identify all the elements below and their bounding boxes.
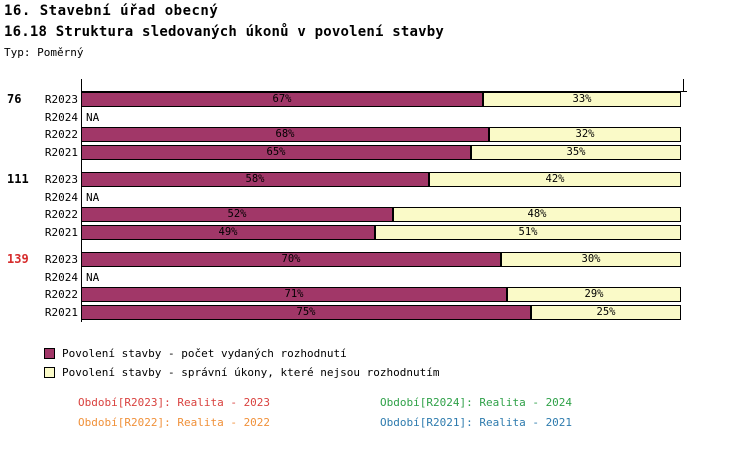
legend-label-non-decisions: Povolení stavby - správní úkony, které n… bbox=[62, 366, 440, 379]
page-subtitle: 16.18 Struktura sledovaných úkonů v povo… bbox=[4, 24, 445, 40]
legend-swatch-non-decisions bbox=[44, 367, 55, 378]
bar-segment-decisions: 58% bbox=[81, 172, 429, 187]
group-count-label: 111 bbox=[7, 172, 29, 186]
period-footnote-3: Období[R2022]: Realita - 2022 bbox=[78, 416, 271, 429]
type-label: Typ: Poměrný bbox=[4, 46, 84, 59]
group-count-label: 76 bbox=[7, 92, 22, 106]
bar-segment-non-decisions: 35% bbox=[471, 144, 681, 160]
row-label-r2023: R2023 bbox=[44, 253, 78, 266]
bar-segment-decisions: 65% bbox=[81, 144, 471, 160]
bar-segment-non-decisions: 29% bbox=[507, 287, 681, 302]
group-count-label: 139 bbox=[7, 252, 29, 266]
bar-value-decisions: 75% bbox=[296, 305, 316, 318]
row-label-r2023: R2023 bbox=[44, 93, 78, 106]
bar-value-decisions: 65% bbox=[266, 145, 286, 158]
bar-segment-non-decisions: 32% bbox=[489, 127, 681, 142]
row-label-r2022: R2022 bbox=[44, 208, 78, 221]
bar-segment-non-decisions: 25% bbox=[531, 304, 681, 320]
period-footnote-1: Období[R2023]: Realita - 2023 bbox=[78, 396, 271, 409]
bar-value-decisions: 52% bbox=[227, 208, 247, 220]
bar-segment-non-decisions: 51% bbox=[375, 224, 681, 240]
bar-value-decisions: 67% bbox=[272, 93, 292, 105]
row-label-r2021: R2021 bbox=[44, 225, 78, 239]
bar-value-non-decisions: 51% bbox=[518, 225, 538, 238]
na-value: NA bbox=[86, 110, 100, 124]
bar-segment-decisions: 70% bbox=[81, 252, 501, 267]
period-footnote-4: Období[R2021]: Realita - 2021 bbox=[380, 416, 573, 429]
row-label-r2022: R2022 bbox=[44, 288, 78, 301]
x-axis-tick-100 bbox=[683, 79, 684, 91]
y-axis-line bbox=[81, 79, 82, 322]
legend-label-decisions: Povolení stavby - počet vydaných rozhodn… bbox=[62, 347, 347, 360]
bar-value-non-decisions: 29% bbox=[584, 288, 604, 300]
bar-value-non-decisions: 30% bbox=[581, 253, 601, 265]
bar-value-decisions: 68% bbox=[275, 128, 295, 140]
bar-segment-decisions: 52% bbox=[81, 207, 393, 222]
bar-value-non-decisions: 32% bbox=[575, 128, 595, 140]
bar-value-decisions: 70% bbox=[281, 253, 301, 265]
row-label-r2024: R2024 bbox=[44, 110, 78, 124]
bar-value-non-decisions: 35% bbox=[566, 145, 586, 158]
bar-value-non-decisions: 33% bbox=[572, 93, 592, 105]
bar-value-decisions: 71% bbox=[284, 288, 304, 300]
bar-value-decisions: 58% bbox=[245, 173, 265, 185]
bar-segment-decisions: 71% bbox=[81, 287, 507, 302]
bar-segment-non-decisions: 30% bbox=[501, 252, 681, 267]
legend-swatch-decisions bbox=[44, 348, 55, 359]
bar-segment-decisions: 68% bbox=[81, 127, 489, 142]
page-title: 16. Stavební úřad obecný bbox=[4, 3, 219, 19]
bar-value-decisions: 49% bbox=[218, 225, 238, 238]
period-footnote-2: Období[R2024]: Realita - 2024 bbox=[380, 396, 573, 409]
na-value: NA bbox=[86, 270, 100, 284]
row-label-r2024: R2024 bbox=[44, 270, 78, 284]
legend-item-non-decisions: Povolení stavby - správní úkony, které n… bbox=[44, 366, 440, 379]
na-value: NA bbox=[86, 190, 100, 204]
row-label-r2023: R2023 bbox=[44, 173, 78, 186]
bar-segment-decisions: 67% bbox=[81, 92, 483, 107]
x-axis-line bbox=[81, 91, 687, 92]
row-label-r2022: R2022 bbox=[44, 128, 78, 141]
row-label-r2024: R2024 bbox=[44, 190, 78, 204]
legend-item-decisions: Povolení stavby - počet vydaných rozhodn… bbox=[44, 347, 347, 360]
stacked-bar-chart: R2023 76 67% 33% R2024 NA R2022 68% 32% R2021 65% 3… bbox=[0, 79, 750, 331]
bar-segment-decisions: 75% bbox=[81, 304, 531, 320]
bar-segment-decisions: 49% bbox=[81, 224, 375, 240]
bar-segment-non-decisions: 33% bbox=[483, 92, 681, 107]
bar-value-non-decisions: 25% bbox=[596, 305, 616, 318]
row-label-r2021: R2021 bbox=[44, 305, 78, 319]
bar-value-non-decisions: 42% bbox=[545, 173, 565, 185]
bar-segment-non-decisions: 42% bbox=[429, 172, 681, 187]
bar-segment-non-decisions: 48% bbox=[393, 207, 681, 222]
row-label-r2021: R2021 bbox=[44, 145, 78, 159]
bar-value-non-decisions: 48% bbox=[527, 208, 547, 220]
